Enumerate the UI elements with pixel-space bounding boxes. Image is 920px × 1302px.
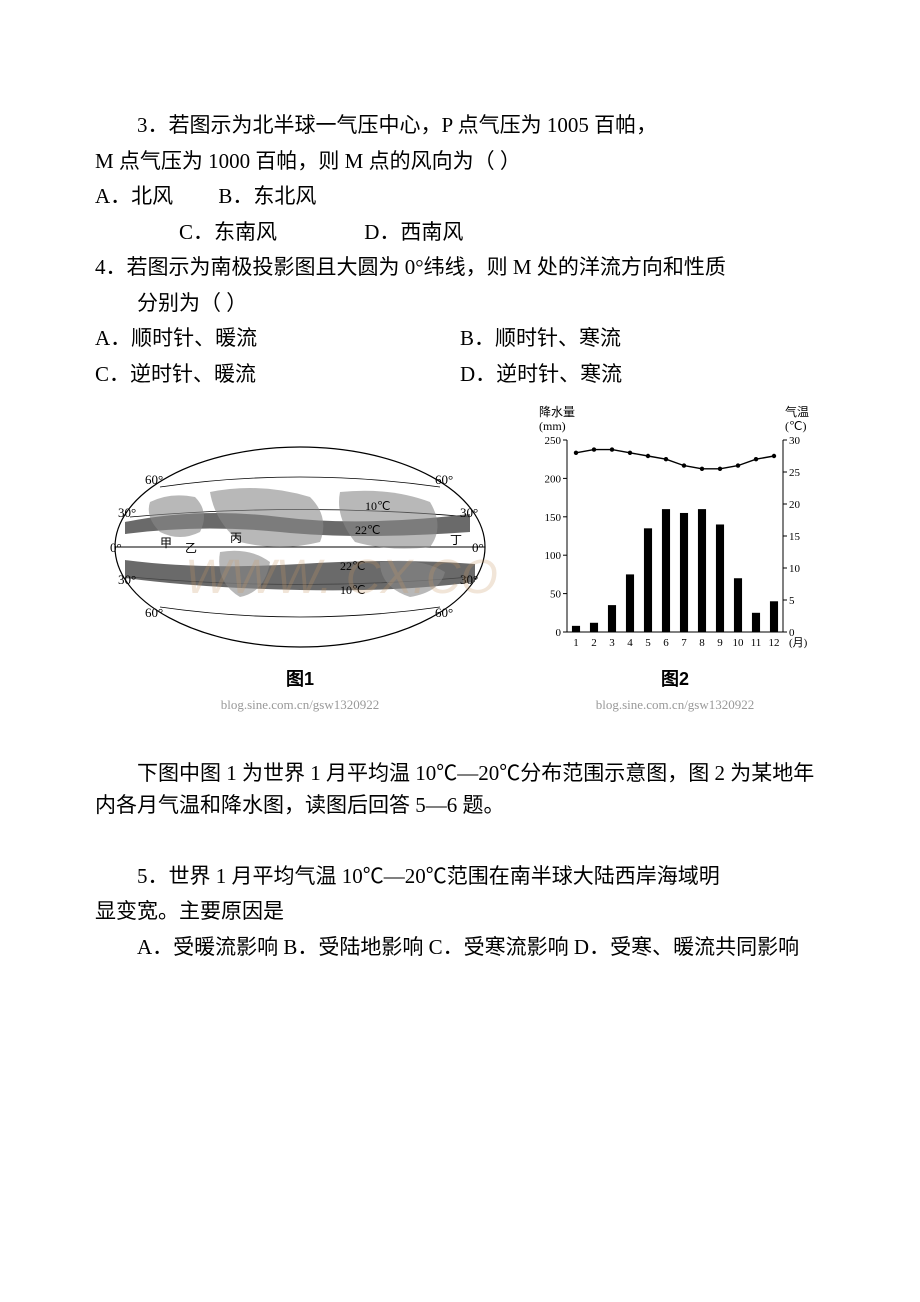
- svg-text:200: 200: [545, 473, 562, 485]
- q3-choices-line1: A．北风 B．东北风: [95, 181, 825, 213]
- lat-60s-l: 60°: [145, 605, 163, 620]
- svg-text:2: 2: [591, 637, 597, 649]
- q3-choices-line2: C．东南风 D．西南风: [95, 217, 825, 249]
- lat-60n-r: 60°: [435, 472, 453, 487]
- iso-10n: 10℃: [365, 499, 390, 513]
- svg-text:3: 3: [609, 637, 615, 649]
- figure-2-svg: 降水量(mm)气温(℃)0501001502002500510152025301…: [525, 402, 825, 662]
- q3-stem-line1: 3．若图示为北半球一气压中心，P 点气压为 1005 百帕，: [95, 110, 825, 142]
- svg-text:(mm): (mm): [539, 419, 566, 433]
- svg-text:0: 0: [556, 627, 562, 639]
- q5-stem-line1: 5．世界 1 月平均气温 10℃—20℃范围在南半球大陆西岸海域明: [95, 861, 825, 893]
- iso-10s: 10℃: [340, 583, 365, 597]
- svg-text:12: 12: [769, 637, 780, 649]
- svg-text:降水量: 降水量: [539, 405, 575, 419]
- q3-choice-c: C．东南风: [137, 217, 277, 249]
- q3-choice-a: A．北风: [95, 181, 173, 213]
- q5-choices: A．受暖流影响 B．受陆地影响 C．受寒流影响 D．受寒、暖流共同影响: [95, 932, 825, 964]
- label-jia: 甲: [160, 536, 172, 550]
- lat-30s-r: 30°: [460, 572, 478, 587]
- svg-text:15: 15: [789, 531, 801, 543]
- svg-text:(月): (月): [789, 637, 808, 649]
- svg-text:150: 150: [545, 512, 562, 524]
- svg-text:1: 1: [573, 637, 579, 649]
- q4-stem-line1: 4．若图示为南极投影图且大圆为 0°纬线，则 M 处的洋流方向和性质: [95, 252, 825, 284]
- intro-5-6: 下图中图 1 为世界 1 月平均温 10℃—20℃分布范围示意图，图 2 为某地…: [95, 758, 825, 821]
- q4-choice-b: B．顺时针、寒流: [460, 323, 825, 355]
- q4-stem-line2: 分别为（ ）: [95, 288, 825, 320]
- q5-stem-line2: 显变宽。主要原因是: [95, 896, 825, 928]
- figure-2-url: blog.sine.com.cn/gsw1320922: [596, 695, 755, 715]
- svg-text:20: 20: [789, 499, 801, 511]
- svg-text:11: 11: [751, 637, 762, 649]
- svg-text:10: 10: [789, 563, 801, 575]
- iso-22n: 22℃: [355, 523, 380, 537]
- label-yi: 乙: [185, 541, 197, 555]
- svg-text:5: 5: [645, 637, 651, 649]
- svg-text:100: 100: [545, 550, 562, 562]
- lat-60s-r: 60°: [435, 605, 453, 620]
- svg-text:50: 50: [550, 589, 562, 601]
- figure-1-caption: 图1: [286, 666, 314, 693]
- spacer-1: [95, 723, 825, 755]
- figure-1-container: 60° 30° 0° 30° 60° 60° 30° 0° 30° 60° 10…: [95, 432, 505, 715]
- q3-choice-d: D．西南风: [322, 217, 463, 249]
- q4-choice-d: D．逆时针、寒流: [460, 359, 825, 391]
- svg-text:25: 25: [789, 467, 801, 479]
- spacer-2: [95, 825, 825, 857]
- figure-1-svg: 60° 30° 0° 30° 60° 60° 30° 0° 30° 60° 10…: [100, 432, 500, 662]
- label-ding: 丁: [450, 533, 462, 547]
- svg-text:6: 6: [663, 637, 669, 649]
- figure-2-caption: 图2: [661, 666, 689, 693]
- figure-2-container: 降水量(mm)气温(℃)0501001502002500510152025301…: [525, 402, 825, 715]
- svg-text:气温: 气温: [785, 404, 809, 419]
- q4-choice-a: A．顺时针、暖流: [95, 323, 460, 355]
- svg-text:8: 8: [699, 637, 705, 649]
- svg-text:(℃): (℃): [785, 419, 806, 433]
- lat-30n-l: 30°: [118, 505, 136, 520]
- q3-stem-line2: M 点气压为 1000 百帕，则 M 点的风向为（ ）: [95, 146, 825, 178]
- lat-60n-l: 60°: [145, 472, 163, 487]
- lat-30n-r: 30°: [460, 505, 478, 520]
- figure-1-url: blog.sine.com.cn/gsw1320922: [221, 695, 380, 715]
- figure-row: 60° 30° 0° 30° 60° 60° 30° 0° 30° 60° 10…: [95, 402, 825, 715]
- q3-choice-b: B．东北风: [218, 181, 316, 213]
- label-bing: 丙: [230, 531, 242, 545]
- svg-text:4: 4: [627, 637, 633, 649]
- lat-30s-l: 30°: [118, 572, 136, 587]
- lat-0-l: 0°: [110, 540, 122, 555]
- svg-text:30: 30: [789, 435, 801, 447]
- svg-text:5: 5: [789, 595, 795, 607]
- svg-text:10: 10: [733, 637, 745, 649]
- lat-0-r: 0°: [472, 540, 484, 555]
- svg-text:7: 7: [681, 637, 687, 649]
- iso-22s: 22℃: [340, 559, 365, 573]
- q4-choice-c: C．逆时针、暖流: [95, 359, 460, 391]
- q4-choices-row2: C．逆时针、暖流 D．逆时针、寒流: [95, 359, 825, 391]
- svg-text:250: 250: [545, 435, 562, 447]
- svg-text:9: 9: [717, 637, 723, 649]
- q4-choices-row1: A．顺时针、暖流 B．顺时针、寒流: [95, 323, 825, 355]
